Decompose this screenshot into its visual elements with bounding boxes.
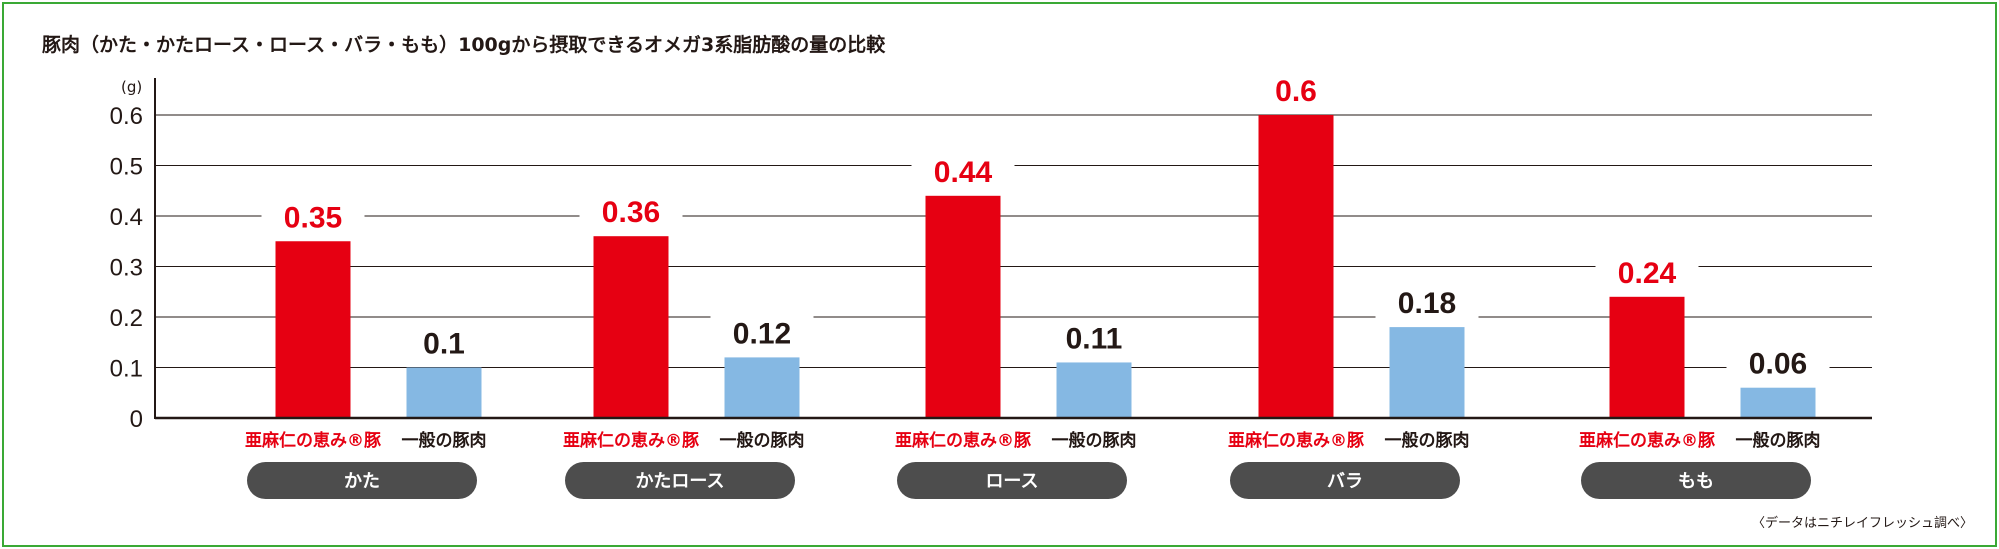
- category-label: ロース: [985, 471, 1038, 492]
- y-tick-label: 0.2: [110, 305, 143, 332]
- category-pill: [247, 462, 477, 499]
- bar-亜麻仁の恵み®豚: [1609, 296, 1685, 418]
- category-label: バラ: [1327, 471, 1363, 492]
- chart-title: 豚肉（かた・かたロース・ロース・バラ・もも）100gから摂取できるオメガ3系脂肪…: [42, 34, 886, 56]
- value-label-red: 0.35: [284, 201, 342, 234]
- value-label-backdrop: [579, 192, 683, 229]
- bar-一般の豚肉: [406, 367, 482, 418]
- value-label-red: 0.6: [1275, 75, 1317, 108]
- value-label-blue: 0.06: [1749, 348, 1807, 381]
- value-label-backdrop: [261, 197, 365, 234]
- series-label-red: 亜麻仁の恵み®豚: [1228, 430, 1364, 451]
- series-label-red: 亜麻仁の恵み®豚: [245, 430, 381, 451]
- value-label-red: 0.44: [934, 156, 993, 189]
- value-label-backdrop: [1042, 318, 1146, 355]
- value-label-backdrop: [710, 313, 814, 350]
- bar-一般の豚肉: [724, 357, 800, 418]
- series-label-red: 亜麻仁の恵み®豚: [895, 430, 1031, 451]
- category-pill: [897, 462, 1127, 499]
- value-label-blue: 0.11: [1066, 322, 1123, 355]
- series-label-blue: 一般の豚肉: [720, 430, 805, 451]
- source-note: 〈データはニチレイフレッシュ調べ〉: [1751, 516, 1973, 531]
- category-pill: [565, 462, 795, 499]
- value-label-red: 0.36: [602, 196, 660, 229]
- series-label-blue: 一般の豚肉: [1052, 430, 1137, 451]
- bar-亜麻仁の恵み®豚: [275, 241, 351, 418]
- y-tick-label: 0.6: [110, 103, 143, 130]
- y-tick-label: 0.3: [110, 255, 143, 282]
- y-tick-label: 0: [130, 406, 143, 433]
- value-label-blue: 0.12: [733, 317, 791, 350]
- value-label-red: 0.24: [1618, 257, 1677, 290]
- value-label-backdrop: [911, 151, 1015, 188]
- value-label-blue: 0.18: [1398, 287, 1456, 320]
- value-label-backdrop: [392, 323, 496, 360]
- series-label-red: 亜麻仁の恵み®豚: [1579, 430, 1715, 451]
- category-pill: [1230, 462, 1460, 499]
- category-label: かたロース: [635, 471, 724, 492]
- category-label: かた: [344, 471, 380, 492]
- series-label-blue: 一般の豚肉: [402, 430, 487, 451]
- bar-亜麻仁の恵み®豚: [925, 195, 1001, 418]
- y-tick-label: 0.1: [110, 356, 143, 383]
- bar-亜麻仁の恵み®豚: [593, 236, 669, 418]
- value-label-backdrop: [1595, 252, 1699, 289]
- category-label: もも: [1678, 471, 1714, 492]
- bar-一般の豚肉: [1740, 387, 1816, 418]
- y-tick-label: 0.5: [110, 154, 143, 181]
- bar-一般の豚肉: [1056, 362, 1132, 418]
- value-label-backdrop: [1375, 283, 1479, 320]
- value-label-backdrop: [1726, 343, 1830, 380]
- value-label-blue: 0.1: [423, 328, 465, 361]
- series-label-red: 亜麻仁の恵み®豚: [563, 430, 699, 451]
- bar-亜麻仁の恵み®豚: [1258, 115, 1334, 418]
- category-pill: [1581, 462, 1811, 499]
- y-tick-label: 0.4: [110, 204, 143, 231]
- value-label-backdrop: [1244, 71, 1348, 107]
- y-axis-unit-label: (g): [121, 78, 142, 96]
- series-label-blue: 一般の豚肉: [1736, 430, 1821, 451]
- bar-一般の豚肉: [1389, 327, 1465, 418]
- series-label-blue: 一般の豚肉: [1385, 430, 1470, 451]
